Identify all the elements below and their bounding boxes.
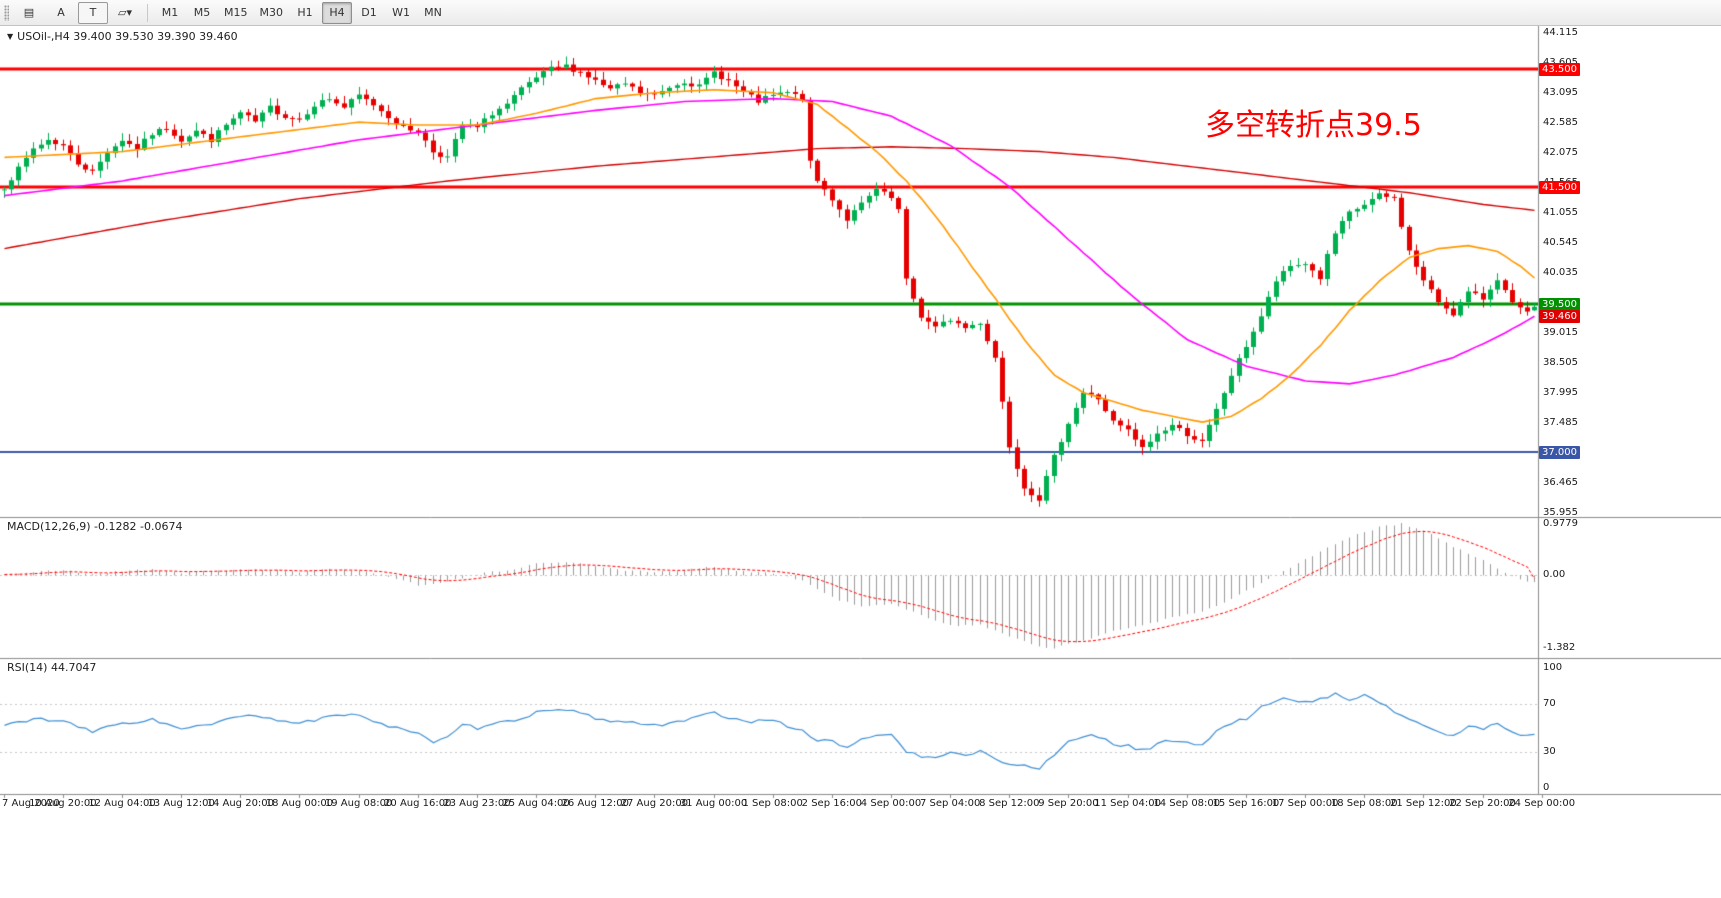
price-tick-label: 36.465: [1543, 477, 1578, 488]
time-axis-label: 31 Aug 00:00: [679, 798, 748, 809]
time-axis-label: 1 Sep 08:00: [742, 798, 803, 809]
time-axis-label: 23 Aug 23:00: [443, 798, 511, 809]
timeframe-button-m15[interactable]: M15: [224, 6, 248, 19]
shapes-dropdown-tool[interactable]: ▱▾: [118, 6, 132, 19]
price-tick-label: 37.485: [1543, 417, 1578, 428]
macd-tick-label: -1.382: [1543, 642, 1576, 653]
chart-layout-icon[interactable]: ▤: [23, 6, 35, 19]
chevron-down-icon[interactable]: ▼: [7, 32, 14, 41]
time-axis-label: 27 Aug 20:00: [620, 798, 689, 809]
price-tick-label: 42.585: [1543, 117, 1578, 128]
time-axis-label: 2 Sep 16:00: [801, 798, 863, 809]
time-axis-label: 11 Sep 04:00: [1094, 798, 1161, 809]
toolbar: ▤ A T ▱▾ M1 M5 M15 M30 H1 H4 D1 W1 MN: [0, 0, 1721, 26]
macd-indicator-label: MACD(12,26,9) -0.1282 -0.0674: [7, 520, 183, 533]
time-axis-label: 24 Sep 00:00: [1508, 798, 1576, 809]
price-tick-label: 44.115: [1543, 27, 1578, 38]
time-axis-label: 25 Aug 04:00: [502, 798, 570, 809]
time-axis-label: 8 Sep 12:00: [979, 798, 1040, 809]
time-axis-label: 13 Aug 12:00: [147, 798, 215, 809]
price-line-label: 41.500: [1539, 180, 1580, 194]
timeframe-button-m5[interactable]: M5: [193, 6, 211, 19]
price-tick-label: 35.955: [1543, 507, 1578, 518]
price-tick-label: 42.075: [1543, 147, 1578, 158]
price-line-label: 37.000: [1539, 445, 1580, 459]
price-tick-label: 40.545: [1543, 237, 1578, 248]
time-axis-label: 18 Aug 00:00: [265, 798, 334, 809]
timeframe-button-m30[interactable]: M30: [259, 6, 284, 19]
rsi-tick-label: 30: [1543, 746, 1556, 757]
timeframe-button-h4[interactable]: H4: [322, 1, 352, 24]
time-axis-label: 10 Aug 20:00: [29, 798, 97, 809]
toolbar-drag-handle[interactable]: [4, 4, 9, 21]
time-axis-label: 7 Sep 04:00: [919, 798, 981, 809]
rsi-indicator-label: RSI(14) 44.7047: [7, 661, 97, 674]
price-tick-label: 38.505: [1543, 357, 1578, 368]
timeframe-group: M1 M5 M15 M30 H1 H4 D1 W1 MN: [155, 1, 448, 24]
time-axis-label: 4 Sep 00:00: [860, 798, 922, 809]
time-axis-label: 26 Aug 12:00: [561, 798, 629, 809]
price-chart-canvas[interactable]: [0, 26, 1721, 898]
time-axis-label: 18 Sep 08:00: [1330, 798, 1398, 809]
time-axis-label: 17 Sep 00:00: [1271, 798, 1339, 809]
time-axis-label: 22 Sep 20:00: [1449, 798, 1516, 809]
chart-annotation-text: 多空转折点39.5: [1205, 108, 1422, 143]
rsi-tick-label: 0: [1543, 782, 1550, 793]
price-tick-label: 37.995: [1543, 387, 1578, 398]
macd-tick-label: 0.9779: [1543, 518, 1578, 529]
symbol-ohlc-label[interactable]: ▼ USOil-,H4 39.400 39.530 39.390 39.460: [7, 30, 238, 43]
price-line-label: 39.500: [1539, 298, 1580, 312]
time-axis-label: 14 Sep 08:00: [1153, 798, 1221, 809]
price-tick-label: 41.055: [1543, 207, 1578, 218]
price-tick-label: 43.605: [1543, 57, 1578, 68]
timeframe-button-d1[interactable]: D1: [361, 6, 377, 19]
time-axis-label: 21 Sep 12:00: [1390, 798, 1457, 809]
time-axis-label: 12 Aug 04:00: [88, 798, 156, 809]
rsi-tick-label: 70: [1543, 698, 1556, 709]
rsi-tick-label: 100: [1543, 662, 1563, 673]
time-axis-label: 20 Aug 16:00: [384, 798, 452, 809]
price-line-label: 43.500: [1539, 63, 1580, 77]
current-price-label: 39.460: [1539, 309, 1580, 323]
drawing-tools-group: ▤ A T ▱▾: [14, 1, 140, 24]
symbol-ohlc-text: USOil-,H4 39.400 39.530 39.390 39.460: [17, 30, 238, 43]
timeframe-button-w1[interactable]: W1: [392, 6, 410, 19]
price-tick-label: 43.095: [1543, 87, 1578, 98]
timeframe-button-mn[interactable]: MN: [424, 6, 442, 19]
time-axis-label: 14 Aug 20:00: [206, 798, 275, 809]
pointer-a-tool[interactable]: A: [57, 6, 65, 19]
timeframe-button-h1[interactable]: H1: [297, 6, 313, 19]
chart-window: ▼ USOil-,H4 39.400 39.530 39.390 39.460 多…: [0, 26, 1721, 898]
price-tick-label: 39.015: [1543, 327, 1578, 338]
time-axis-label: 9 Sep 20:00: [1038, 798, 1099, 809]
text-tool[interactable]: T: [78, 1, 108, 24]
price-tick-label: 40.035: [1543, 267, 1578, 278]
time-axis-label: 19 Aug 08:00: [324, 798, 393, 809]
time-axis-label: 15 Sep 16:00: [1212, 798, 1280, 809]
time-axis-label: 7 Aug 2020: [2, 798, 60, 809]
timeframe-button-m1[interactable]: M1: [161, 6, 179, 19]
toolbar-separator: [147, 3, 148, 22]
macd-tick-label: 0.00: [1543, 569, 1566, 581]
